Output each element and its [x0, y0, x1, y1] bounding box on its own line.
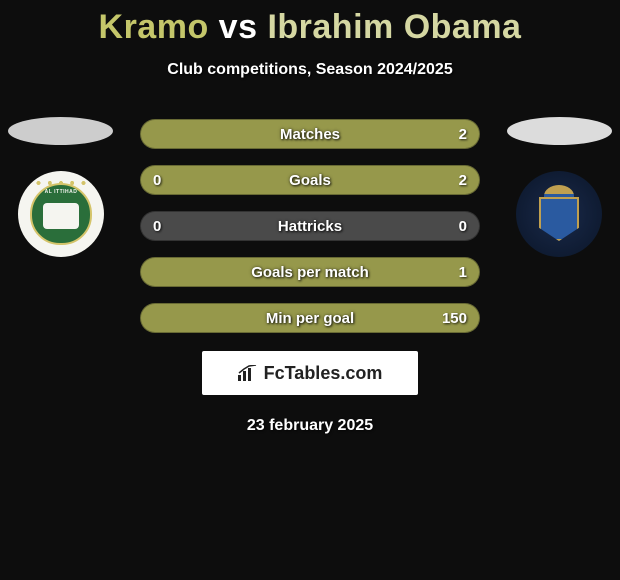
stat-row-goals: 0 Goals 2 — [140, 165, 480, 195]
stat-right-value: 2 — [459, 120, 467, 150]
stat-label: Matches — [141, 120, 479, 150]
stat-row-goals-per-match: Goals per match 1 — [140, 257, 480, 287]
stat-right-value: 2 — [459, 166, 467, 196]
attribution-text: FcTables.com — [264, 363, 383, 384]
comparison-body: AL ITTIHAD Matches 2 0 Goals 2 0 Hattric… — [0, 119, 620, 435]
stat-right-value: 150 — [442, 304, 467, 334]
player1-name: Kramo — [99, 8, 209, 46]
player2-club-badge — [510, 171, 608, 257]
stat-right-value: 1 — [459, 258, 467, 288]
snapshot-date: 23 february 2025 — [0, 417, 620, 435]
subtitle: Club competitions, Season 2024/2025 — [0, 61, 620, 79]
stat-row-min-per-goal: Min per goal 150 — [140, 303, 480, 333]
player2-name: Ibrahim Obama — [267, 8, 521, 46]
stat-label: Goals — [141, 166, 479, 196]
chart-icon — [238, 365, 258, 381]
comparison-title: Kramo vs Ibrahim Obama — [0, 0, 620, 47]
stat-label: Hattricks — [141, 212, 479, 242]
stat-label: Min per goal — [141, 304, 479, 334]
stat-right-value: 0 — [459, 212, 467, 242]
vs-label: vs — [219, 8, 258, 46]
attribution-badge: FcTables.com — [202, 351, 418, 395]
player1-oval — [8, 117, 113, 145]
player1-club-badge: AL ITTIHAD — [12, 171, 110, 257]
pyramids-fc-crest — [516, 171, 602, 257]
stat-row-matches: Matches 2 — [140, 119, 480, 149]
stat-label: Goals per match — [141, 258, 479, 288]
stat-row-hattricks: 0 Hattricks 0 — [140, 211, 480, 241]
player2-oval — [507, 117, 612, 145]
stats-table: Matches 2 0 Goals 2 0 Hattricks 0 Goals … — [140, 119, 480, 333]
ittihad-alexandria-crest: AL ITTIHAD — [18, 171, 104, 257]
